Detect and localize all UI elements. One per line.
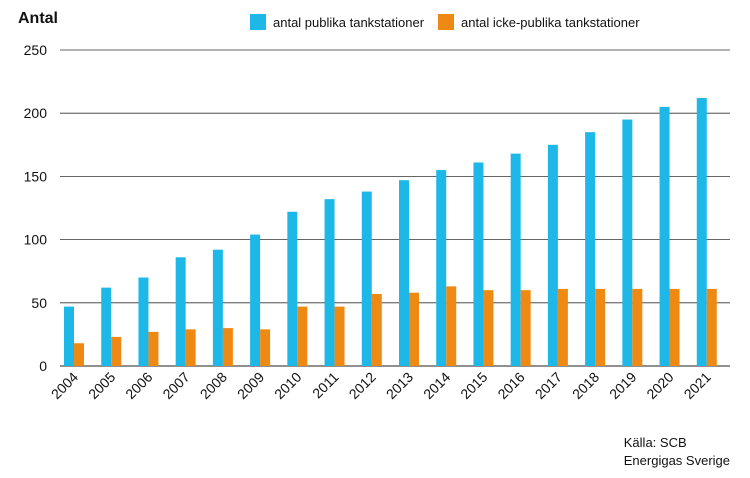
bar-public bbox=[696, 98, 707, 367]
x-tick-label: 2016 bbox=[494, 369, 527, 402]
bar-public bbox=[212, 249, 223, 366]
x-tick-label: 2006 bbox=[122, 369, 155, 402]
x-tick-label: 2014 bbox=[420, 369, 453, 402]
source-note: Källa: SCB Energigas Sverige bbox=[624, 434, 730, 470]
x-tick-label: 2008 bbox=[197, 369, 230, 402]
x-tick-label: 2010 bbox=[271, 369, 304, 402]
bar-nonpublic bbox=[371, 293, 382, 366]
y-tick-label: 100 bbox=[24, 232, 48, 248]
y-axis-label: Antal bbox=[18, 10, 58, 27]
x-tick-label: 2019 bbox=[606, 369, 639, 402]
bar-nonpublic bbox=[706, 288, 717, 366]
bar-public bbox=[361, 191, 372, 366]
bar-public bbox=[659, 106, 670, 366]
bar-nonpublic bbox=[409, 292, 419, 366]
bar-nonpublic bbox=[111, 336, 122, 366]
bar-public bbox=[510, 153, 521, 366]
legend-swatch-public bbox=[250, 14, 266, 30]
bar-nonpublic bbox=[334, 306, 345, 366]
legend-item-nonpublic: antal icke-publika tankstationer bbox=[438, 14, 640, 30]
bar-nonpublic bbox=[148, 331, 159, 366]
bar-public bbox=[585, 132, 596, 366]
bar-nonpublic bbox=[185, 329, 196, 366]
bar-public bbox=[287, 211, 298, 366]
y-tick-label: 250 bbox=[24, 42, 48, 58]
bar-nonpublic bbox=[483, 290, 494, 366]
x-tick-label: 2021 bbox=[681, 369, 714, 402]
bar-public bbox=[436, 170, 447, 366]
bar-nonpublic bbox=[446, 286, 457, 366]
source-line-1: Källa: SCB bbox=[623, 435, 687, 450]
legend-swatch-nonpublic bbox=[438, 14, 455, 30]
x-tick-label: 2009 bbox=[234, 369, 267, 402]
legend: antal publika tankstationer antal icke-p… bbox=[250, 14, 654, 30]
bar-public bbox=[399, 180, 409, 366]
legend-label-nonpublic: antal icke-publika tankstationer bbox=[461, 14, 640, 30]
bar-nonpublic bbox=[669, 288, 680, 366]
bar-public bbox=[473, 162, 484, 366]
bar-public bbox=[324, 199, 335, 366]
bar-nonpublic bbox=[222, 328, 233, 366]
bar-public bbox=[64, 306, 74, 366]
x-tick-label: 2004 bbox=[48, 369, 81, 402]
y-tick-label: 0 bbox=[39, 358, 47, 374]
legend-item-public: antal publika tankstationer bbox=[250, 14, 424, 30]
bar-public bbox=[101, 287, 112, 366]
x-tick-label: 2012 bbox=[346, 369, 379, 402]
x-tick-label: 2020 bbox=[643, 369, 676, 402]
bar-public bbox=[138, 277, 149, 366]
bar-nonpublic bbox=[297, 306, 308, 366]
bar-nonpublic bbox=[557, 288, 568, 366]
x-tick-label: 2011 bbox=[309, 369, 342, 402]
bar-nonpublic bbox=[74, 343, 84, 366]
y-tick-label: 200 bbox=[24, 105, 48, 121]
x-tick-label: 2005 bbox=[85, 369, 118, 402]
x-tick-label: 2017 bbox=[532, 369, 565, 402]
y-tick-label: 50 bbox=[31, 295, 47, 311]
x-tick-label: 2007 bbox=[159, 369, 192, 402]
bar-nonpublic bbox=[632, 288, 643, 366]
bar-public bbox=[622, 119, 633, 367]
x-tick-label: 2015 bbox=[457, 369, 490, 402]
y-tick-label: 150 bbox=[24, 168, 48, 184]
bar-nonpublic bbox=[260, 329, 271, 366]
source-line-2: Energigas Sverige bbox=[623, 453, 730, 468]
x-tick-label: 2018 bbox=[569, 369, 602, 402]
x-tick-label: 2013 bbox=[383, 369, 416, 402]
bar-nonpublic bbox=[595, 288, 606, 366]
bar-nonpublic bbox=[520, 290, 531, 366]
legend-label-public: antal publika tankstationer bbox=[273, 14, 425, 30]
bar-public bbox=[250, 234, 261, 366]
bar-public bbox=[175, 257, 186, 366]
bar-public bbox=[547, 144, 558, 366]
